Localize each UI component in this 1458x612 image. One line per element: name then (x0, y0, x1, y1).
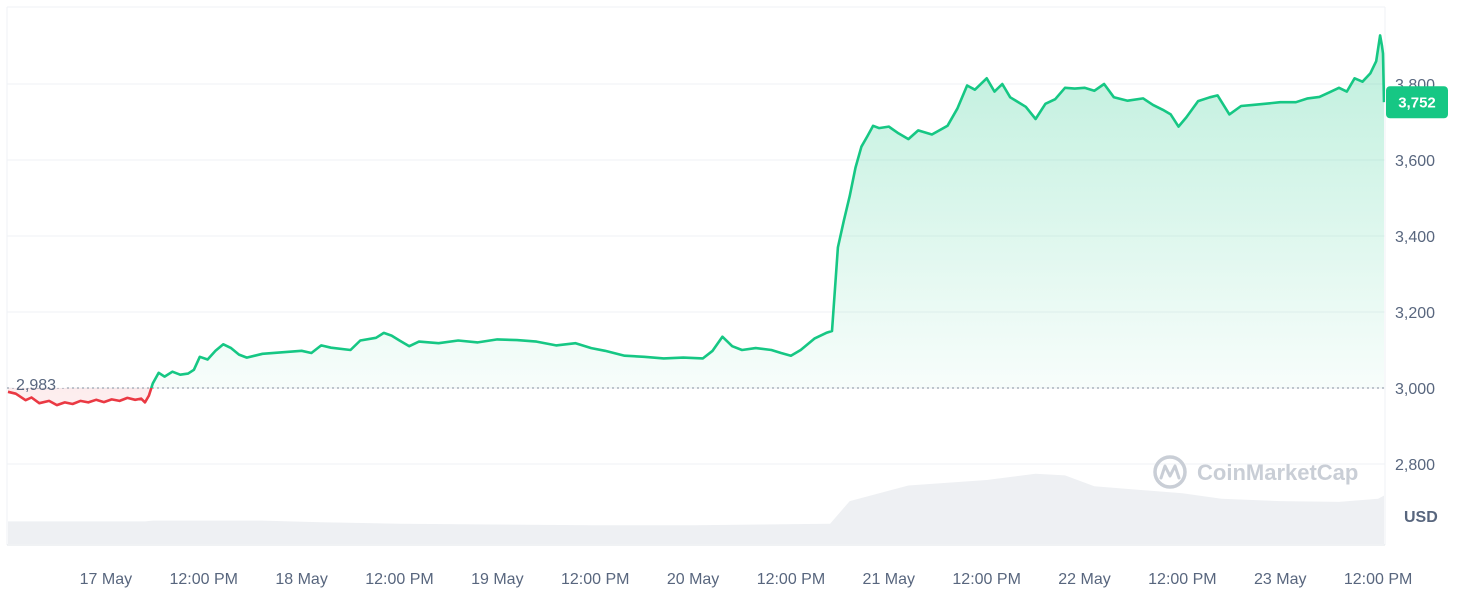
x-tick-label: 23 May (1254, 571, 1306, 588)
current-price-label: 3,752 (1386, 86, 1448, 119)
x-tick-label: 21 May (863, 571, 915, 588)
x-tick-label: 12:00 PM (952, 571, 1020, 588)
watermark: CoinMarketCap (1153, 455, 1358, 489)
baseline-label: 2,983 (16, 377, 56, 394)
x-tick-label: 18 May (275, 571, 327, 588)
baseline-label-bg (12, 369, 66, 388)
y-tick-label: 3,600 (1395, 153, 1435, 170)
volume-area (8, 473, 1384, 544)
x-tick-label: 12:00 PM (1148, 571, 1216, 588)
x-tick-label: 17 May (80, 571, 132, 588)
x-tick-label: 20 May (667, 571, 719, 588)
x-tick-label: 12:00 PM (561, 571, 629, 588)
price-line-up (149, 34, 1385, 388)
y-tick-label: 2,800 (1395, 457, 1435, 474)
price-series (7, 34, 1385, 407)
price-area-down (8, 388, 1384, 406)
x-tick-label: 12:00 PM (169, 571, 237, 588)
y-tick-label: 3,200 (1395, 305, 1435, 322)
coinmarketcap-logo-icon (1153, 455, 1187, 489)
y-tick-label: 3,400 (1395, 229, 1435, 246)
x-tick-label: 12:00 PM (365, 571, 433, 588)
x-axis: 17 May 12:00 PM 18 May 12:00 PM 19 May 12:00 … (80, 571, 1413, 588)
price-area-up (8, 35, 1384, 388)
currency-unit-label: USD (1404, 509, 1438, 526)
x-tick-label: 22 May (1058, 571, 1110, 588)
watermark-text: CoinMarketCap (1197, 460, 1358, 485)
y-tick-label: 3,000 (1395, 381, 1435, 398)
price-fill (8, 35, 1384, 406)
x-tick-label: 19 May (471, 571, 523, 588)
volume-bars (8, 473, 1384, 544)
x-tick-label: 12:00 PM (1344, 571, 1412, 588)
current-price-text: 3,752 (1398, 95, 1436, 112)
x-tick-label: 12:00 PM (757, 571, 825, 588)
current-price-badge (1386, 86, 1448, 119)
baseline: 2,983 (7, 369, 1385, 394)
